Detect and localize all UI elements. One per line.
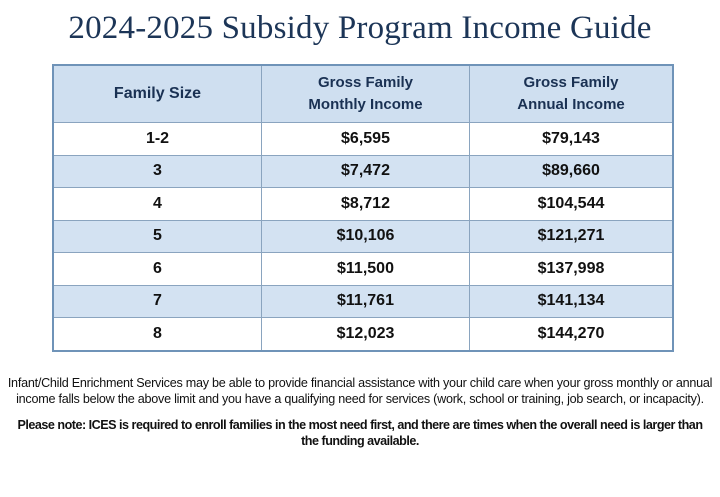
table-row: 8 $12,023 $144,270	[52, 317, 674, 351]
monthly-income-cell: $10,106	[261, 219, 470, 253]
annual-income-cell: $141,134	[469, 284, 674, 318]
monthly-income-cell: $11,500	[261, 252, 470, 286]
family-size-cell: 3	[52, 154, 262, 188]
family-size-cell: 5	[52, 219, 262, 253]
header-family-size: Family Size	[52, 64, 262, 123]
annual-income-cell: $137,998	[469, 252, 674, 286]
table-header-row: Family Size Gross Family Monthly Income …	[52, 64, 674, 123]
monthly-income-cell: $6,595	[261, 122, 470, 156]
family-size-cell: 7	[52, 284, 262, 318]
annual-income-cell: $104,544	[469, 187, 674, 221]
annual-income-cell: $89,660	[469, 154, 674, 188]
monthly-income-cell: $7,472	[261, 154, 470, 188]
table-row: 5 $10,106 $121,271	[52, 219, 674, 253]
table-row: 6 $11,500 $137,998	[52, 252, 674, 286]
table-row: 4 $8,712 $104,544	[52, 187, 674, 221]
header-monthly-income: Gross Family Monthly Income	[261, 64, 470, 123]
page-title: 2024-2025 Subsidy Program Income Guide	[68, 10, 652, 46]
table-row: 1-2 $6,595 $79,143	[52, 122, 674, 156]
notes-section: Infant/Child Enrichment Services may be …	[0, 375, 720, 449]
monthly-income-cell: $8,712	[261, 187, 470, 221]
monthly-income-cell: $11,761	[261, 284, 470, 318]
family-size-cell: 8	[52, 317, 262, 351]
annual-income-cell: $121,271	[469, 219, 674, 253]
annual-income-cell: $144,270	[469, 317, 674, 351]
income-table-container: Family Size Gross Family Monthly Income …	[52, 64, 674, 352]
table-row: 7 $11,761 $141,134	[52, 284, 674, 318]
family-size-cell: 4	[52, 187, 262, 221]
table-row: 3 $7,472 $89,660	[52, 154, 674, 188]
please-note-disclaimer: Please note: ICES is required to enroll …	[17, 418, 703, 448]
assistance-description: Infant/Child Enrichment Services may be …	[7, 376, 713, 406]
monthly-income-cell: $12,023	[261, 317, 470, 351]
family-size-cell: 6	[52, 252, 262, 286]
annual-income-cell: $79,143	[469, 122, 674, 156]
header-annual-income: Gross Family Annual Income	[469, 64, 674, 123]
family-size-cell: 1-2	[52, 122, 262, 156]
income-guide-table: Family Size Gross Family Monthly Income …	[52, 64, 674, 352]
